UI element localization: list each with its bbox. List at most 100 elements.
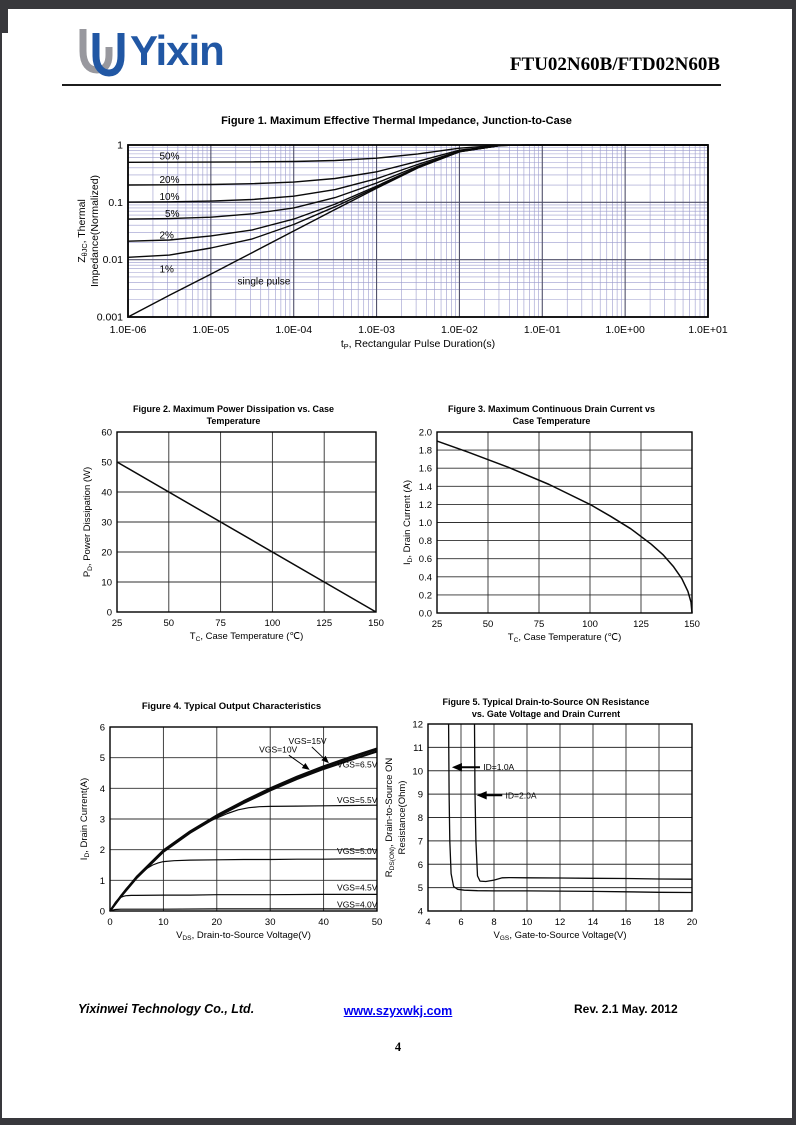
curve-label: VGS=5.0V	[337, 846, 378, 856]
series-id-1.0a	[447, 723, 693, 894]
page-edge-right	[792, 0, 796, 1125]
figure5-title-line1: Figure 5. Typical Drain-to-Source ON Res…	[442, 697, 650, 707]
curve-label: VGS=15V	[289, 736, 327, 746]
svg-text:10: 10	[522, 917, 533, 928]
svg-text:11: 11	[413, 743, 423, 754]
svg-text:1: 1	[117, 140, 123, 152]
svg-text:16: 16	[621, 917, 632, 928]
fig3-axis-titles: TC, Case Temperature (℃) ID, Drain Curren…	[402, 480, 621, 644]
header-rule	[62, 84, 721, 86]
svg-text:2: 2	[100, 845, 105, 856]
figure2-title-line2: Temperature	[206, 415, 261, 426]
svg-text:3: 3	[100, 815, 105, 826]
fig5-grid	[427, 723, 693, 912]
fig4-series	[109, 747, 378, 912]
svg-text:0.1: 0.1	[108, 197, 123, 209]
fig2-tick-labels: 25 50 75 100 125 150 0 10 20 30 40 50 60	[101, 428, 384, 630]
svg-text:1.0E-01: 1.0E-01	[524, 324, 561, 336]
svg-text:8: 8	[418, 813, 423, 824]
svg-text:50: 50	[483, 619, 494, 630]
website-link[interactable]: www.szyxwkj.com	[343, 1004, 453, 1018]
svg-text:40: 40	[318, 917, 329, 928]
fig5-axis-titles: VGS, Gate-to-Source Voltage(V) RDS(ON), D…	[384, 758, 627, 943]
figure4-chart: VGS=15V VGS=10V VGS=6.5V VGS=5.5V VGS=5.0V VG…	[70, 723, 393, 952]
svg-text:ID, Drain Current(A): ID, Drain Current(A)	[79, 778, 91, 860]
svg-text:1.0E-05: 1.0E-05	[192, 324, 229, 336]
fig3-canvas: 25 50 75 100 125 150 0.0 0.2 0.4 0.6 0.8 1.0 1.2 1.4 1…	[402, 428, 700, 645]
svg-text:8: 8	[491, 917, 496, 928]
svg-text:0: 0	[107, 917, 112, 928]
fig2-grid	[116, 431, 377, 613]
fig5-arrows	[451, 763, 503, 800]
figure5-title: Figure 5. Typical Drain-to-Source ON Res…	[384, 697, 708, 720]
product-title: FTU02N60B/FTD02N60B	[509, 54, 720, 75]
figure4-title: Figure 4. Typical Output Characteristics	[70, 701, 393, 712]
svg-text:1.0E-04: 1.0E-04	[275, 324, 312, 336]
svg-text:40: 40	[101, 488, 112, 499]
fig5-tick-labels: 4 6 8 10 12 14 16 18 20 4 5 6 7 8 9 10 11 12	[412, 720, 697, 929]
figure4-title-line1: Figure 4. Typical Output Characteristics	[141, 701, 322, 712]
svg-text:VDS, Drain-to-Source Voltage(V: VDS, Drain-to-Source Voltage(V)	[176, 930, 311, 942]
series-pd-limit	[116, 461, 377, 613]
curve-label: 2%	[160, 231, 175, 242]
svg-text:VGS, Gate-to-Source Voltage(V): VGS, Gate-to-Source Voltage(V)	[493, 930, 626, 942]
svg-text:125: 125	[316, 618, 332, 629]
fig5-canvas: ID=1.0A ID=2.0A 4 6 8 10 12 14 16 18 20 4 5 6 7 8 9 10 11 1…	[384, 720, 697, 943]
series-vgs-4.5v	[109, 893, 377, 912]
fig4-axis-titles: VDS, Drain-to-Source Voltage(V) ID, Drain…	[79, 778, 311, 942]
svg-text:150: 150	[368, 618, 384, 629]
svg-text:4: 4	[100, 784, 105, 795]
fig3-tick-labels: 25 50 75 100 125 150 0.0 0.2 0.4 0.6 0.8 1.0 1.2 1.4 1…	[419, 428, 700, 631]
page-edge-left-patch	[0, 0, 8, 33]
svg-text:RDS(ON), Drain-to-Source ON: RDS(ON), Drain-to-Source ON	[384, 758, 396, 878]
curve-label: VGS=6.5V	[337, 759, 378, 769]
fig2-canvas: 25 50 75 100 125 150 0 10 20 30 40 50 60 TC, Case Tem…	[82, 428, 384, 644]
figure3-chart: 25 50 75 100 125 150 0.0 0.2 0.4 0.6 0.8 1.0 1.2 1.4 1…	[395, 428, 708, 654]
logo-text: Yixin	[130, 27, 225, 74]
svg-text:ZθJC, Thermal: ZθJC, Thermal	[76, 199, 89, 263]
series-2%	[127, 144, 708, 242]
curve-label: 50%	[160, 152, 180, 163]
fig5-series	[447, 723, 693, 894]
svg-text:150: 150	[684, 619, 700, 630]
svg-text:10: 10	[158, 917, 169, 928]
curve-label: 20%	[160, 175, 180, 186]
curve-label: ID=2.0A	[506, 790, 537, 800]
svg-text:20: 20	[101, 548, 112, 559]
figure5-chart: ID=1.0A ID=2.0A 4 6 8 10 12 14 16 18 20 4 5 6 7 8 9 10 11 1…	[384, 720, 708, 952]
svg-text:0.0: 0.0	[419, 609, 432, 620]
series-id-limit	[436, 440, 693, 614]
svg-text:100: 100	[582, 619, 598, 630]
fig3-grid	[436, 431, 693, 614]
figure2-title: Figure 2. Maximum Power Dissipation vs. …	[75, 404, 392, 427]
svg-text:6: 6	[418, 860, 423, 871]
page-edge-bottom	[0, 1118, 796, 1125]
svg-text:0.001: 0.001	[97, 312, 123, 324]
page-number: 4	[394, 1040, 402, 1054]
curve-label: VGS=10V	[259, 745, 297, 755]
svg-text:5: 5	[100, 753, 105, 764]
svg-text:14: 14	[588, 917, 599, 928]
fig1-curve-labels: 50% 20% 10% 5% 2% 1% single pulse	[160, 152, 291, 288]
figure2-title-line1: Figure 2. Maximum Power Dissipation vs. …	[132, 404, 335, 414]
svg-text:1.0E+01: 1.0E+01	[688, 324, 728, 336]
curve-label: 5%	[165, 209, 180, 220]
curve-label: VGS=4.0V	[337, 899, 378, 909]
svg-text:1: 1	[100, 876, 105, 887]
fig1-tick-labels: 1.0E-06 1.0E-05 1.0E-04 1.0E-03 1.0E-02 1.0E-…	[97, 140, 728, 337]
series-vgs-5.5v	[109, 804, 378, 912]
svg-text:1.2: 1.2	[419, 500, 432, 511]
svg-text:7: 7	[418, 836, 423, 847]
svg-text:4: 4	[418, 907, 423, 918]
svg-text:12: 12	[555, 917, 566, 928]
svg-text:TC, Case Temperature (℃): TC, Case Temperature (℃)	[190, 631, 303, 643]
svg-text:ID, Drain Current (A): ID, Drain Current (A)	[402, 480, 414, 565]
curve-label: VGS=4.5V	[337, 883, 378, 893]
svg-text:75: 75	[534, 619, 545, 630]
svg-text:30: 30	[101, 518, 112, 529]
footer-revision: Rev. 2.1 May. 2012	[574, 1002, 678, 1016]
page-edge-top	[0, 0, 796, 9]
